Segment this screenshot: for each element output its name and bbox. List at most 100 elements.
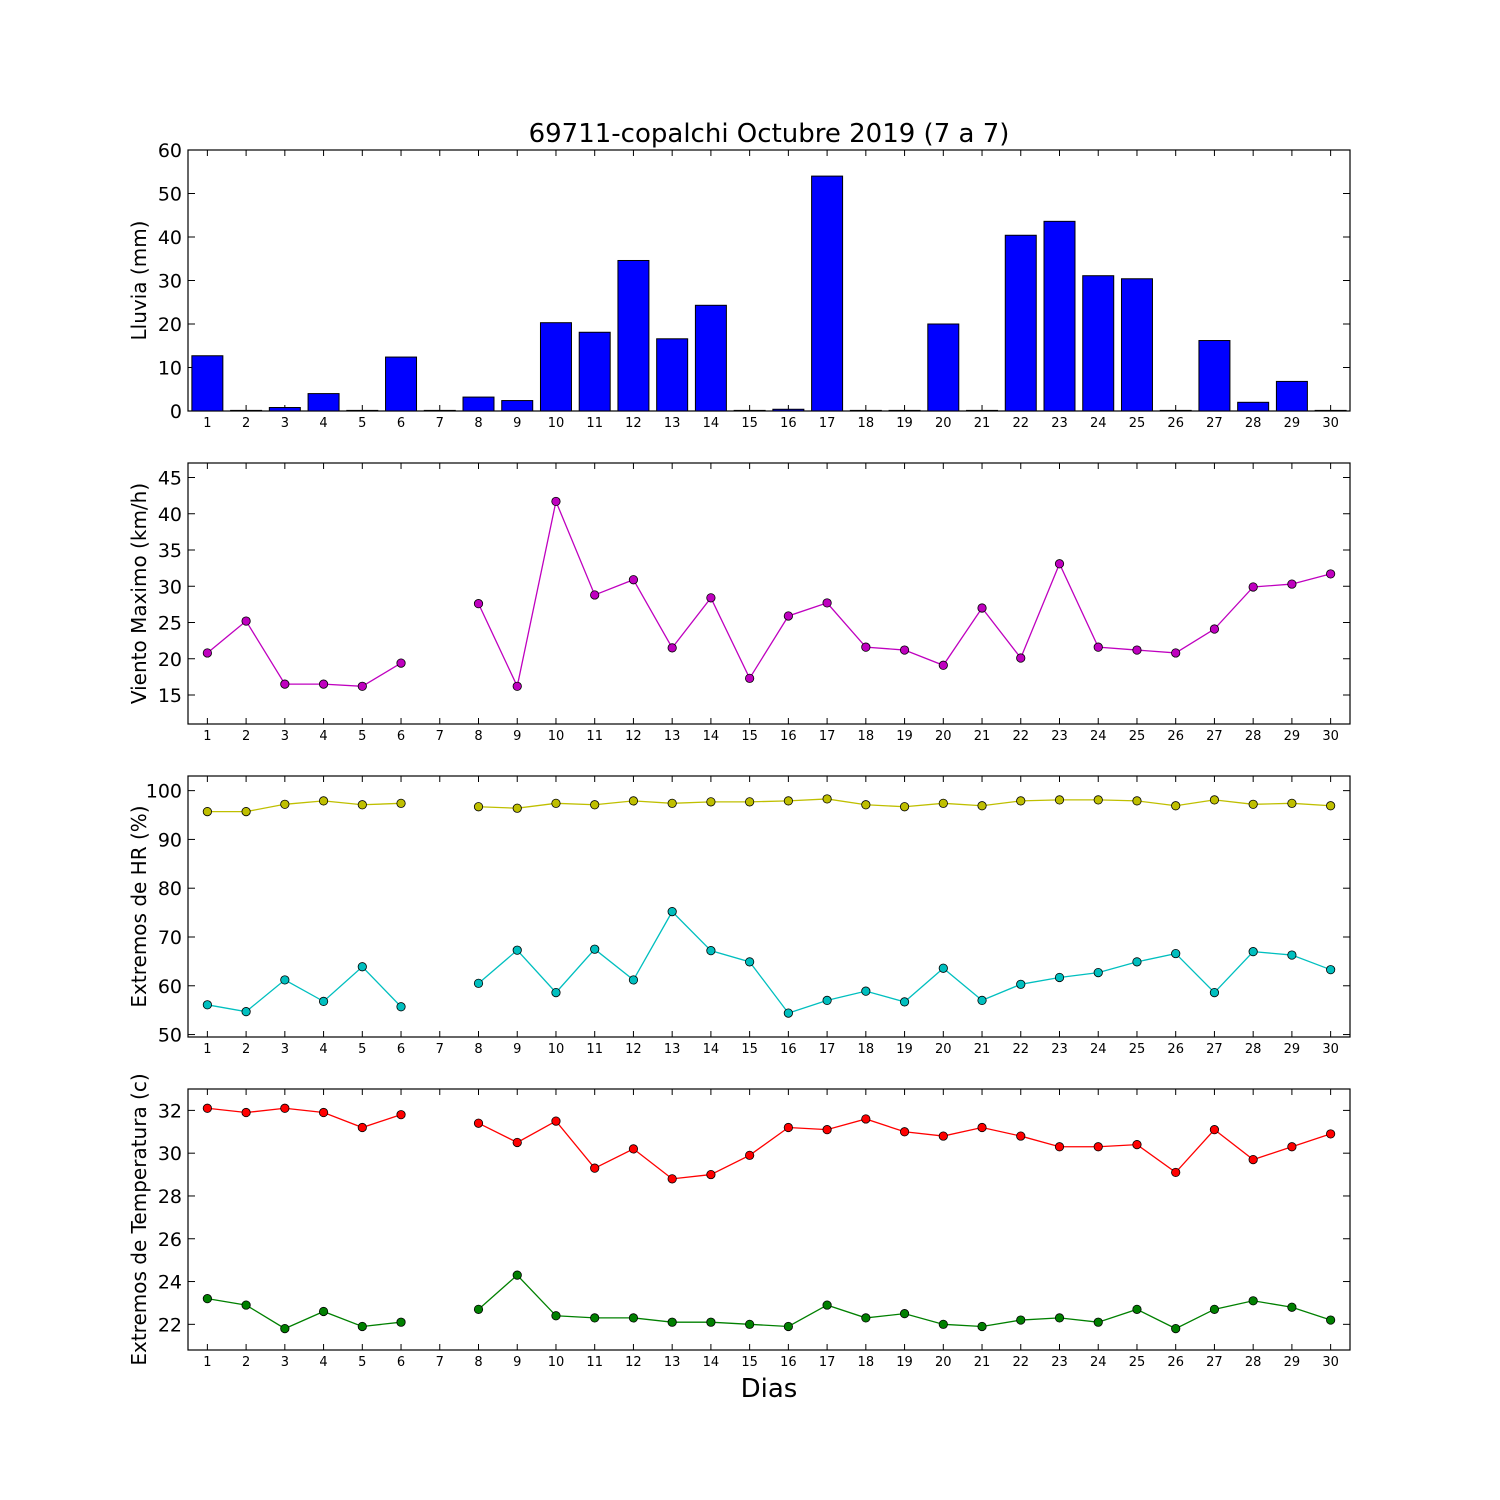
temperature-series-2-point-day-22 <box>1016 1315 1026 1325</box>
temperature-xtick-label: 15 <box>741 1355 758 1370</box>
humidity-xtick-label: 14 <box>703 1042 720 1057</box>
temperature-series-1-point-day-26 <box>1171 1167 1181 1178</box>
temperature-series-2-line <box>207 1298 402 1330</box>
wind-xtick-label: 3 <box>281 729 289 744</box>
humidity-xtick-label: 22 <box>1012 1042 1029 1057</box>
wind-series-1-point-day-14 <box>706 593 716 603</box>
wind-ytick-label: 45 <box>158 468 182 490</box>
temperature-xtick-label: 24 <box>1090 1355 1107 1370</box>
wind-xtick-label: 21 <box>974 729 991 744</box>
temperature-xtick-label: 9 <box>513 1355 521 1370</box>
rain-ytick-label: 20 <box>158 314 182 336</box>
temperature-plot-frame <box>187 1088 1351 1351</box>
rain-xtick-label: 22 <box>1012 416 1029 431</box>
temperature-ytick-label: 26 <box>158 1229 182 1251</box>
wind-xtick-label: 5 <box>358 729 366 744</box>
wind-xtick-label: 12 <box>625 729 642 744</box>
rain-bar-day-11 <box>578 331 611 412</box>
humidity-ytick-label: 50 <box>158 1025 182 1047</box>
rain-bar-day-10 <box>539 322 572 412</box>
humidity-series-1-point-day-23 <box>1054 795 1065 805</box>
rain-bar-day-2 <box>230 409 263 412</box>
temperature-series-1-point-day-1 <box>202 1103 212 1113</box>
temperature-y-axis-label: Extremos de Temperatura (c) <box>127 1073 151 1365</box>
wind-series-1-point-day-26 <box>1171 648 1181 658</box>
humidity-series-1-point-day-24 <box>1093 795 1103 805</box>
humidity-series-1-line <box>207 800 402 813</box>
temperature-series-1-point-day-14 <box>706 1169 716 1180</box>
rain-y-axis-label: Lluvia (mm) <box>127 221 151 341</box>
temperature-xtick-label: 27 <box>1206 1355 1223 1370</box>
temperature-series-2-point-day-12 <box>628 1313 639 1323</box>
humidity-series-1-point-day-16 <box>783 796 793 806</box>
temperature-xtick-label: 25 <box>1129 1355 1146 1370</box>
humidity-series-2-point-day-25 <box>1132 957 1142 967</box>
temperature-series-1-point-day-29 <box>1287 1142 1297 1152</box>
wind-series-1-point-day-12 <box>628 575 639 585</box>
wind-xtick-label: 4 <box>319 729 327 744</box>
rain-xtick-label: 15 <box>741 416 758 431</box>
wind-series-1-point-day-28 <box>1248 582 1258 592</box>
humidity-series-2-point-day-5 <box>357 962 367 972</box>
rain-xtick-label: 28 <box>1245 416 1262 431</box>
humidity-xtick-label: 7 <box>436 1042 444 1057</box>
rain-xtick-label: 21 <box>974 416 991 431</box>
temperature-xtick-label: 2 <box>242 1355 250 1370</box>
temperature-series-2-point-day-11 <box>590 1313 600 1323</box>
humidity-series-2-point-day-15 <box>745 957 755 967</box>
temperature-xtick-label: 5 <box>358 1355 366 1370</box>
humidity-series-2-point-day-29 <box>1287 950 1297 960</box>
wind-series-1-point-day-19 <box>899 645 910 655</box>
humidity-xtick-label: 26 <box>1167 1042 1184 1057</box>
rain-bar-day-6 <box>385 356 418 412</box>
temperature-series-2-point-day-15 <box>745 1319 755 1329</box>
humidity-xtick-label: 5 <box>358 1042 366 1057</box>
temperature-series-1-point-day-9 <box>512 1137 522 1148</box>
rain-plot-frame <box>187 149 1351 412</box>
temperature-xtick-label: 16 <box>780 1355 797 1370</box>
humidity-y-axis-label: Extremos de HR (%) <box>127 805 151 1007</box>
figure-title: 69711-copalchi Octubre 2019 (7 a 7) <box>529 119 1010 149</box>
wind-ytick-label: 35 <box>158 540 182 562</box>
temperature-series-1-point-day-21 <box>977 1122 987 1133</box>
wind-series-1-point-day-4 <box>318 679 329 689</box>
humidity-series-1-point-day-1 <box>202 807 212 817</box>
humidity-xtick-label: 25 <box>1129 1042 1146 1057</box>
wind-series-1-point-day-3 <box>280 679 290 689</box>
humidity-series-2-point-day-1 <box>202 1000 212 1010</box>
wind-xtick-label: 13 <box>664 729 681 744</box>
wind-series-1-point-day-20 <box>938 660 948 670</box>
wind-series-1-point-day-11 <box>590 590 600 600</box>
humidity-xtick-label: 13 <box>664 1042 681 1057</box>
humidity-series-1-point-day-19 <box>899 802 910 812</box>
wind-ytick-label: 15 <box>158 685 182 707</box>
temperature-series-1-point-day-12 <box>628 1144 639 1154</box>
humidity-xtick-label: 6 <box>397 1042 405 1057</box>
wind-xtick-label: 9 <box>513 729 521 744</box>
humidity-series-1-point-day-25 <box>1132 796 1142 806</box>
wind-series-1-point-day-24 <box>1093 642 1103 652</box>
humidity-series-2-point-day-22 <box>1016 979 1026 989</box>
humidity-series-1-point-day-27 <box>1209 795 1220 805</box>
wind-series-1-point-day-27 <box>1209 624 1220 634</box>
wind-xtick-label: 10 <box>548 729 565 744</box>
humidity-series-2-point-day-12 <box>628 975 639 985</box>
temperature-series-2-point-day-28 <box>1248 1296 1258 1306</box>
temperature-series-2-point-day-23 <box>1054 1313 1065 1323</box>
humidity-series-1-point-day-6 <box>396 798 406 808</box>
rain-xtick-label: 19 <box>896 416 913 431</box>
humidity-series-2-point-day-28 <box>1248 947 1258 957</box>
wind-xtick-label: 28 <box>1245 729 1262 744</box>
temperature-xtick-label: 11 <box>586 1355 603 1370</box>
temperature-series-2-point-day-19 <box>899 1309 910 1319</box>
temperature-series-2-point-day-24 <box>1093 1317 1103 1327</box>
wind-series-1-point-day-8 <box>473 599 484 609</box>
rain-bar-day-27 <box>1198 340 1231 412</box>
humidity-xtick-label: 1 <box>203 1042 211 1057</box>
rain-xtick-label: 2 <box>242 416 250 431</box>
humidity-series-2-point-day-14 <box>706 946 716 956</box>
wind-xtick-label: 26 <box>1167 729 1184 744</box>
humidity-xtick-label: 9 <box>513 1042 521 1057</box>
